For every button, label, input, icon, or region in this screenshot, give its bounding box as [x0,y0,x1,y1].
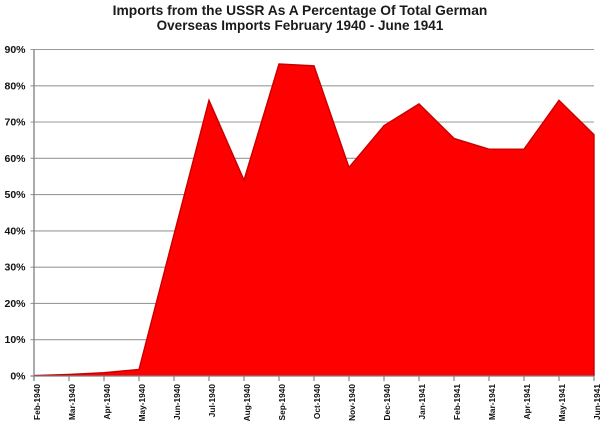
svg-text:Imports from the USSR As A Per: Imports from the USSR As A Percentage Of… [113,3,488,18]
svg-text:May-1941: May-1941 [557,384,567,422]
svg-text:Nov-1940: Nov-1940 [347,384,357,421]
svg-text:80%: 80% [4,80,26,92]
svg-text:Oct-1940: Oct-1940 [312,384,322,419]
svg-text:Jun-1941: Jun-1941 [592,384,600,420]
svg-text:70%: 70% [4,117,26,129]
svg-text:40%: 40% [4,225,26,237]
svg-text:Sep-1940: Sep-1940 [277,384,287,421]
svg-text:10%: 10% [4,334,26,346]
svg-text:0%: 0% [10,371,26,383]
svg-text:Mar-1941: Mar-1941 [487,384,497,420]
svg-text:Jan-1941: Jan-1941 [417,384,427,420]
svg-text:Feb-1941: Feb-1941 [452,384,462,420]
svg-text:20%: 20% [4,298,26,310]
svg-text:Apr-1941: Apr-1941 [522,384,532,420]
svg-text:50%: 50% [4,189,26,201]
svg-text:60%: 60% [4,153,26,165]
svg-text:Aug-1940: Aug-1940 [242,384,252,422]
svg-text:May-1940: May-1940 [137,384,147,422]
svg-text:Overseas Imports February 1940: Overseas Imports February 1940 - June 19… [157,18,444,33]
svg-text:30%: 30% [4,262,26,274]
svg-text:90%: 90% [4,44,26,56]
svg-text:Feb-1940: Feb-1940 [32,384,42,420]
svg-text:Dec-1940: Dec-1940 [382,384,392,421]
svg-text:Jun-1940: Jun-1940 [172,384,182,420]
svg-text:Jul-1940: Jul-1940 [207,384,217,418]
svg-text:Mar-1940: Mar-1940 [67,384,77,420]
svg-text:Apr-1940: Apr-1940 [102,384,112,420]
